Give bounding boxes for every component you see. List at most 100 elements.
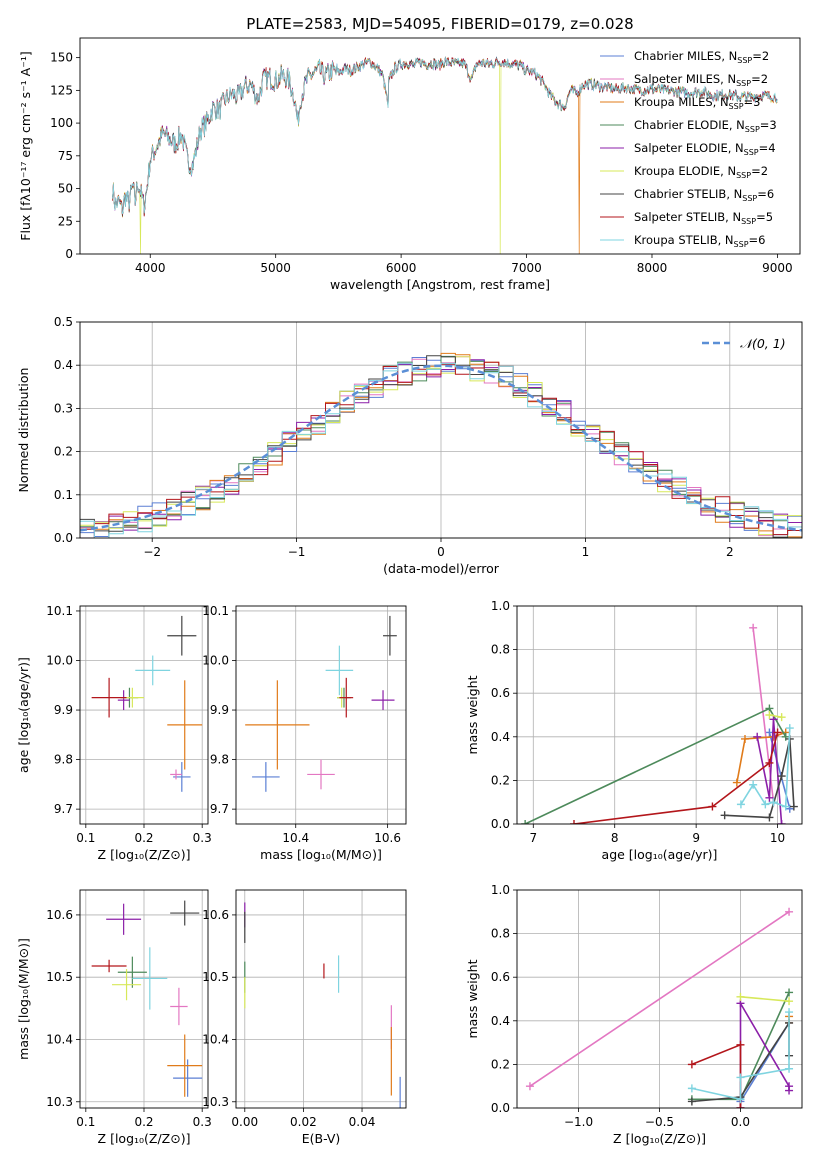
age-vs-Z-ytick-label: 9.7 [54,802,73,816]
age-vs-mass-xtick-label: 10.4 [282,831,309,845]
legend-label: Chabrier STELIB, N [634,187,742,201]
mass-vs-Z-ytick-label: 10.5 [46,970,73,984]
mass-vs-EBV-marks [244,902,401,1108]
weight-vs-age-marker-6 [789,802,798,811]
age-vs-Z-ytick-label: 9.8 [54,753,73,767]
legend-label: Salpeter ELODIE, N [634,141,744,155]
weight-vs-Z-marker-5 [785,997,794,1006]
legend-suffix: =6 [749,233,766,247]
spectrum-xtick-label: 5000 [260,261,291,275]
legend-label: Chabrier ELODIE, N [634,118,745,132]
weight-vs-Z-xlabel: Z [log₁₀(Z/Z⊙)] [613,1131,706,1146]
weight-vs-age-marker-2 [732,778,741,787]
weight-vs-age-marker-6 [720,811,729,820]
weight-vs-Z-ytick-label: 0.2 [491,1057,510,1071]
weight-vs-age-marker-8 [785,724,794,733]
weight-vs-age-marker-8 [736,800,745,809]
weight-vs-age-marker-1 [749,623,758,632]
age-vs-Z-ylabel: age [log₁₀(age/yr)] [16,657,31,773]
weight-vs-age-marker-8 [781,802,790,811]
residuals-ytick-label: 0.2 [54,445,73,459]
legend-sub: SSP [744,148,759,157]
residuals-ylabel: Normed distribution [16,368,31,493]
weight-vs-Z-ylabel: mass weight [465,959,480,1038]
data-layer [80,55,802,1108]
weight-vs-age-ylabel: mass weight [465,675,480,754]
residuals-xtick-label: 2 [726,545,734,559]
weight-vs-age-marker-7 [773,728,782,737]
spectrum-legend-entry: Salpeter ELODIE, NSSP=4 [634,141,776,157]
weight-vs-Z-marker-4 [785,1086,794,1095]
spectrum-xtick-label: 6000 [386,261,417,275]
weight-vs-Z-marker-6 [687,1097,696,1106]
residuals-frame [79,321,803,539]
mass-vs-EBV-ytick-label: 10.3 [202,1095,229,1109]
weight-vs-Z-marker-8 [736,1095,745,1104]
weight-vs-age-xtick-label: 7 [529,831,537,845]
spectrum-ytick-label: 0 [65,247,73,261]
mass-vs-Z-ytick-label: 10.3 [46,1095,73,1109]
weight-vs-Z-ytick-label: 0.0 [491,1101,510,1115]
legend-label: Kroupa STELIB, N [634,233,734,247]
weight-vs-Z-xtick-label: 0.0 [731,1115,750,1129]
residuals-ytick-label: 0.0 [54,531,73,545]
legend-sub: SSP [737,56,752,65]
mass-vs-EBV-xlabel: E(B-V) [302,1131,341,1146]
mass-vs-EBV-xtick-label: 0.04 [349,1115,376,1129]
mass-vs-Z-ytick-label: 10.6 [46,908,73,922]
spectrum-xtick-label: 9000 [762,261,793,275]
legend-sub: SSP [736,171,751,180]
weight-vs-age-ytick-label: 0.6 [491,686,510,700]
weight-vs-age-ytick-label: 0.0 [491,817,510,831]
spectrum-frame [79,37,801,255]
age-vs-Z-xlabel: Z [log₁₀(Z/Z⊙)] [98,847,191,862]
residuals-xtick-label: 0 [437,545,445,559]
histogram-series-6 [80,355,802,538]
legend-sub: SSP [742,194,757,203]
age-vs-mass-xlabel: mass [log₁₀(M/M⊙)] [260,847,382,862]
weight-vs-age-line-2 [736,731,786,783]
weight-vs-Z-line-5 [740,996,790,1002]
age-vs-Z-ytick-label: 9.9 [54,703,73,717]
legend-sub: SSP [736,79,751,88]
weight-vs-age-xlabel: age [log₁₀(age/yr)] [602,847,718,862]
weight-vs-Z-marker-7 [736,1040,745,1049]
age-vs-mass-ytick-label: 9.7 [210,802,229,816]
axes-layer: 4000 5000 6000 7000 8000 90000255075100125150… [16,37,803,1146]
residuals-xtick-label: 1 [582,545,590,559]
normal-curve [80,364,802,532]
residuals-xtick-label: −1 [288,545,306,559]
spectrum-legend-entry: Chabrier STELIB, NSSP=6 [634,187,774,203]
legend-sub: SSP [741,217,756,226]
weight-vs-age-ytick-label: 0.2 [491,773,510,787]
spectrum-title: PLATE=2583, MJD=54095, FIBERID=0179, z=0… [246,15,633,33]
residuals-xtick-label: −2 [143,545,161,559]
legend-suffix: =2 [751,72,768,86]
spectrum-xtick-label: 7000 [511,261,542,275]
spectrum-legend-entry: Chabrier ELODIE, NSSP=3 [634,118,777,134]
weight-vs-age-xtick-label: 10 [770,831,785,845]
spectrum-ytick-label: 50 [58,182,73,196]
spectrum-legend-entry: Kroupa MILES, NSSP=3 [634,95,760,111]
weight-vs-Z-marker-5 [736,992,745,1001]
legend-label: Kroupa MILES, N [634,95,729,109]
weight-vs-Z-ytick-label: 1.0 [491,883,510,897]
legend-suffix: =2 [752,49,769,63]
weight-vs-Z-marker-1 [525,1082,534,1091]
weight-vs-Z-ytick-label: 0.4 [491,1014,510,1028]
age-vs-mass-xtick-label: 10.6 [374,831,401,845]
spectrum-legend-entry: Chabrier MILES, NSSP=2 [634,49,769,65]
weight-vs-age-marker-3 [781,732,790,741]
spectrum-line-8 [112,56,778,215]
weight-vs-age-marker-7 [570,820,578,824]
age-vs-mass-ytick-label: 9.9 [210,703,229,717]
weight-vs-age-marker-6 [765,813,774,822]
residuals-xlabel: (data-model)/error [383,561,500,576]
normal-legend-label: 𝒩(0, 1) [740,336,786,351]
age-vs-mass-ytick-label: 10.0 [202,654,229,668]
legend-suffix: =3 [760,118,777,132]
residuals-ytick-label: 0.5 [54,315,73,329]
spectrum-marks [112,55,778,254]
weight-vs-age-marker-4 [753,732,762,741]
legend-label: Salpeter MILES, N [634,72,736,86]
